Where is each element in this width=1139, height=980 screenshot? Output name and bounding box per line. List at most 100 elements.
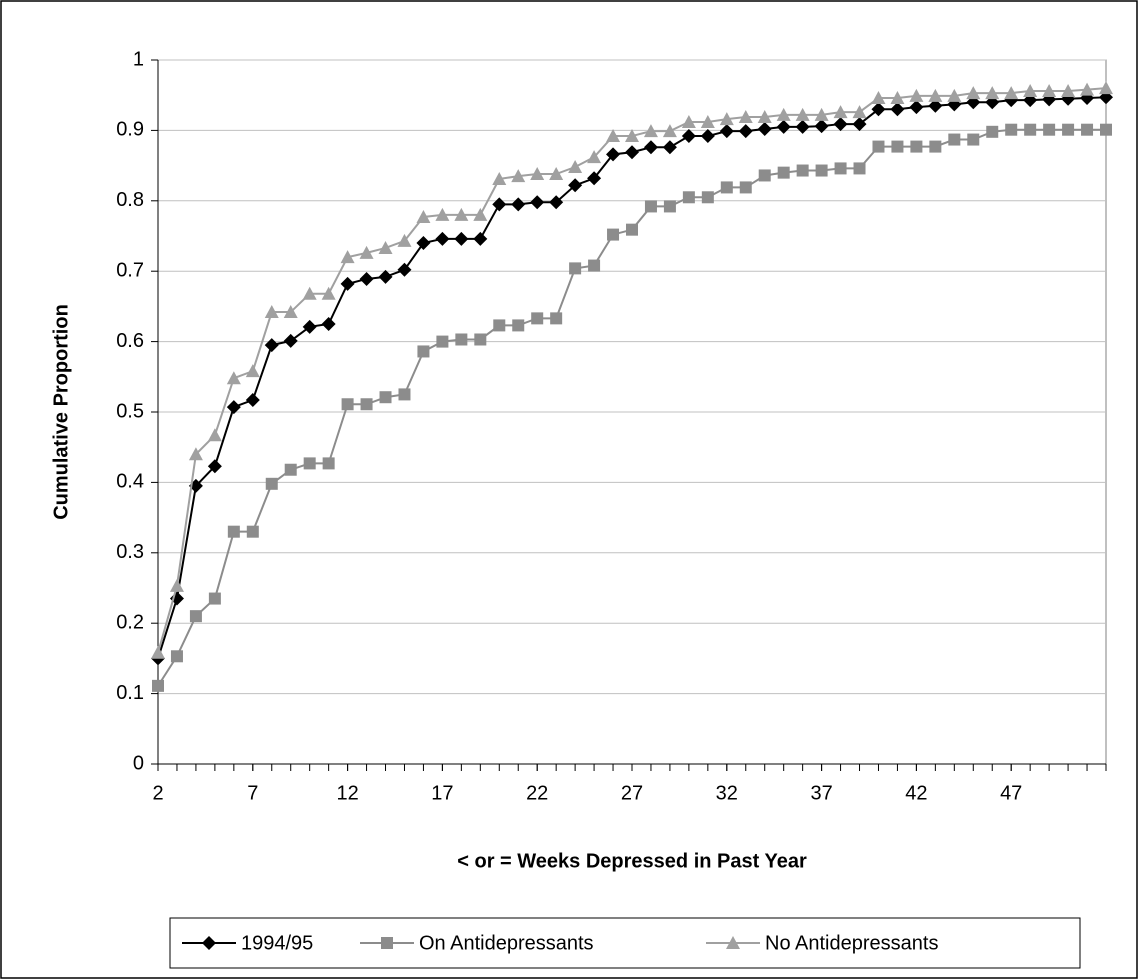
marker xyxy=(776,107,791,121)
marker xyxy=(1004,86,1019,100)
marker xyxy=(246,525,259,538)
marker xyxy=(568,178,583,193)
marker xyxy=(1043,123,1056,136)
marker xyxy=(226,371,241,385)
marker xyxy=(588,259,601,272)
y-tick-label: 0.3 xyxy=(116,541,144,563)
x-tick-label: 2 xyxy=(152,782,163,804)
marker xyxy=(264,305,279,319)
marker xyxy=(662,140,677,155)
marker xyxy=(758,169,771,182)
marker xyxy=(625,145,639,160)
marker xyxy=(436,335,449,348)
y-tick-label: 0.8 xyxy=(116,189,144,211)
marker xyxy=(890,91,905,105)
marker xyxy=(378,269,393,284)
marker xyxy=(681,129,696,144)
marker xyxy=(625,129,639,143)
marker xyxy=(473,207,488,221)
y-tick-label: 1 xyxy=(133,48,144,70)
marker xyxy=(208,592,221,605)
marker xyxy=(435,231,450,246)
legend-label: 1994/95 xyxy=(241,932,313,954)
marker xyxy=(302,286,317,300)
legend-label: On Antidepressants xyxy=(419,932,594,954)
marker xyxy=(587,171,602,186)
legend-label: No Antidepressants xyxy=(765,932,938,954)
x-tick-label: 32 xyxy=(716,782,738,804)
marker xyxy=(719,124,734,139)
marker xyxy=(757,110,772,124)
marker xyxy=(1099,81,1113,95)
marker xyxy=(626,223,638,236)
marker xyxy=(549,195,564,210)
x-tick-label: 17 xyxy=(431,782,453,804)
marker xyxy=(890,102,905,117)
marker xyxy=(738,124,753,139)
marker xyxy=(1042,83,1057,97)
x-tick-label: 22 xyxy=(526,782,548,804)
x-tick-label: 47 xyxy=(1000,782,1022,804)
marker xyxy=(226,400,241,415)
marker xyxy=(550,312,563,325)
marker xyxy=(739,181,752,194)
marker xyxy=(492,171,507,185)
marker xyxy=(493,319,506,332)
marker xyxy=(492,197,507,212)
marker xyxy=(1061,83,1076,97)
marker xyxy=(967,133,980,146)
marker xyxy=(738,110,753,124)
marker xyxy=(852,117,867,132)
marker xyxy=(909,100,924,115)
marker xyxy=(151,645,165,659)
marker xyxy=(986,125,999,138)
marker xyxy=(549,167,564,181)
marker xyxy=(340,250,355,264)
marker xyxy=(511,169,526,183)
marker xyxy=(777,166,790,179)
marker xyxy=(170,650,183,663)
marker xyxy=(416,236,431,251)
marker xyxy=(359,245,374,259)
marker xyxy=(682,191,695,204)
marker xyxy=(321,317,336,331)
marker xyxy=(512,319,525,332)
marker xyxy=(207,428,222,442)
marker xyxy=(189,610,202,623)
marker xyxy=(1100,123,1112,136)
y-axis-title: Cumulative Proportion xyxy=(50,304,72,520)
marker xyxy=(814,107,829,121)
marker xyxy=(397,262,412,277)
marker xyxy=(321,286,336,300)
marker xyxy=(379,391,392,404)
marker xyxy=(474,333,487,346)
marker xyxy=(188,447,203,461)
y-tick-label: 0 xyxy=(133,752,144,774)
x-tick-label: 7 xyxy=(247,782,258,804)
marker xyxy=(531,312,544,325)
marker xyxy=(643,140,658,155)
marker xyxy=(359,271,374,286)
marker xyxy=(378,240,393,254)
marker xyxy=(511,197,526,212)
marker xyxy=(663,200,676,213)
marker xyxy=(397,233,412,247)
y-tick-label: 0.2 xyxy=(116,611,144,633)
marker xyxy=(152,679,164,692)
marker xyxy=(283,305,298,319)
legend-marker xyxy=(202,936,216,950)
marker xyxy=(454,207,469,221)
marker xyxy=(1005,123,1018,136)
marker xyxy=(360,398,373,411)
x-tick-label: 42 xyxy=(905,782,927,804)
marker xyxy=(1062,123,1075,136)
marker xyxy=(643,124,658,138)
y-tick-label: 0.4 xyxy=(116,471,144,493)
marker xyxy=(284,463,297,476)
marker xyxy=(853,162,866,175)
marker xyxy=(530,195,545,210)
x-axis-title: < or = Weeks Depressed in Past Year xyxy=(457,850,807,872)
marker xyxy=(871,91,886,105)
